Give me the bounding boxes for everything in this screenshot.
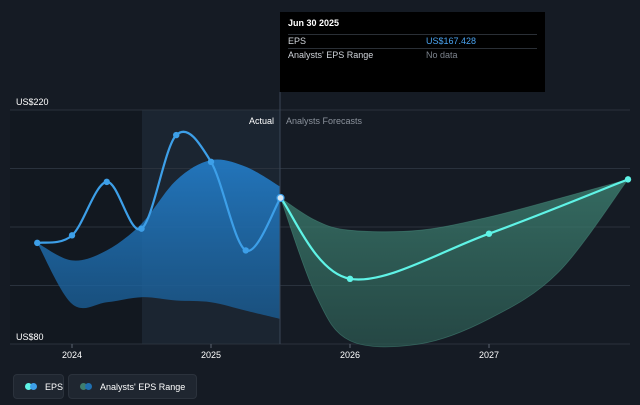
eps-actual-point-2	[103, 178, 110, 186]
forecast-eps-range-band	[279, 178, 630, 348]
eps-actual-point-3	[138, 225, 145, 232]
actual-eps-range-band	[37, 159, 281, 319]
tooltip-eps-value: US$167.428	[426, 36, 477, 46]
eps-actual-point-5	[207, 158, 215, 166]
x-tick-label-2024: 2024	[62, 350, 82, 360]
x-axis: 2024 2025 2026 2027	[62, 344, 499, 360]
tooltip-date: Jun 30 2025	[288, 18, 340, 28]
tooltip-range-label: Analysts' EPS Range	[288, 50, 374, 60]
eps-actual-point-1	[68, 232, 76, 239]
eps-actual-point-0	[34, 239, 41, 247]
data-points	[34, 131, 632, 283]
eps-forecast-point-3	[624, 176, 632, 183]
eps-legend-icon	[25, 383, 37, 390]
y-tick-bottom: US$80	[16, 332, 44, 342]
legend-eps-toggle[interactable]: EPS	[13, 374, 64, 399]
x-tick-label-2027: 2027	[479, 350, 499, 360]
eps-actual-point-4	[173, 131, 180, 139]
eps-forecast-point-1	[346, 275, 354, 283]
hover-tooltip: Jun 30 2025 EPS US$167.428 Analysts' EPS…	[280, 12, 545, 92]
tooltip-range-value: No data	[426, 50, 458, 60]
eps-forecast-point-2	[485, 230, 493, 237]
x-tick-label-2026: 2026	[340, 350, 360, 360]
tooltip-eps-label: EPS	[288, 36, 307, 46]
eps-current-point	[276, 193, 285, 203]
range-legend-icon	[80, 383, 92, 390]
forecast-label: Analysts Forecasts	[286, 116, 363, 126]
legend-range-toggle[interactable]: Analysts' EPS Range	[68, 374, 197, 399]
legend-eps-label: EPS	[45, 381, 64, 392]
legend-range-label: Analysts' EPS Range	[100, 381, 186, 392]
tooltip-range-row: Analysts' EPS Range No data	[288, 48, 537, 62]
tooltip-eps-row: EPS US$167.428	[288, 34, 537, 48]
eps-actual-line	[37, 130, 282, 252]
eps-actual-point-6	[242, 247, 249, 254]
eps-forecast-line	[279, 178, 629, 281]
x-tick-label-2025: 2025	[201, 350, 221, 360]
y-tick-top: US$220	[16, 97, 49, 107]
actual-label: Actual	[249, 116, 274, 126]
